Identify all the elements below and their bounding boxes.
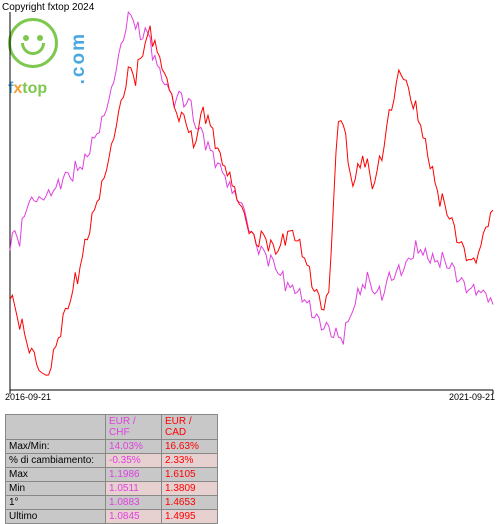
row-value-s2: 1.6105 [162, 468, 218, 482]
header-blank [6, 415, 106, 440]
table-row: % di cambiamento:-0.35%2.33% [6, 454, 218, 468]
table-row: Min1.05111.3809 [6, 482, 218, 496]
table-header-row: EUR / CHF EUR / CAD [6, 415, 218, 440]
row-label: Ultimo [6, 510, 106, 524]
row-label: Max/Min: [6, 440, 106, 454]
table-row: 1°1.08831.4653 [6, 496, 218, 510]
x-axis-end-label: 2021-09-21 [449, 392, 495, 402]
row-value-s1: 1.0883 [106, 496, 162, 510]
header-series2: EUR / CAD [162, 415, 218, 440]
table-row: Max1.19861.6105 [6, 468, 218, 482]
row-value-s1: 1.0511 [106, 482, 162, 496]
row-label: % di cambiamento: [6, 454, 106, 468]
row-value-s2: 1.4653 [162, 496, 218, 510]
row-value-s2: 1.4995 [162, 510, 218, 524]
stats-table-wrap: EUR / CHF EUR / CAD Max/Min:14.03%16.63%… [5, 414, 218, 524]
row-value-s1: 14.03% [106, 440, 162, 454]
row-value-s2: 1.3809 [162, 482, 218, 496]
stats-table: EUR / CHF EUR / CAD Max/Min:14.03%16.63%… [5, 414, 218, 524]
table-row: Ultimo1.08451.4995 [6, 510, 218, 524]
x-axis-start-label: 2016-09-21 [5, 392, 51, 402]
table-row: Max/Min:14.03%16.63% [6, 440, 218, 454]
fx-chart: 2016-09-21 2021-09-21 [5, 10, 495, 400]
row-label: Min [6, 482, 106, 496]
row-value-s1: 1.1986 [106, 468, 162, 482]
header-series1: EUR / CHF [106, 415, 162, 440]
chart-svg [5, 10, 495, 410]
row-value-s2: 16.63% [162, 440, 218, 454]
row-label: 1° [6, 496, 106, 510]
row-value-s2: 2.33% [162, 454, 218, 468]
row-label: Max [6, 468, 106, 482]
row-value-s1: -0.35% [106, 454, 162, 468]
row-value-s1: 1.0845 [106, 510, 162, 524]
